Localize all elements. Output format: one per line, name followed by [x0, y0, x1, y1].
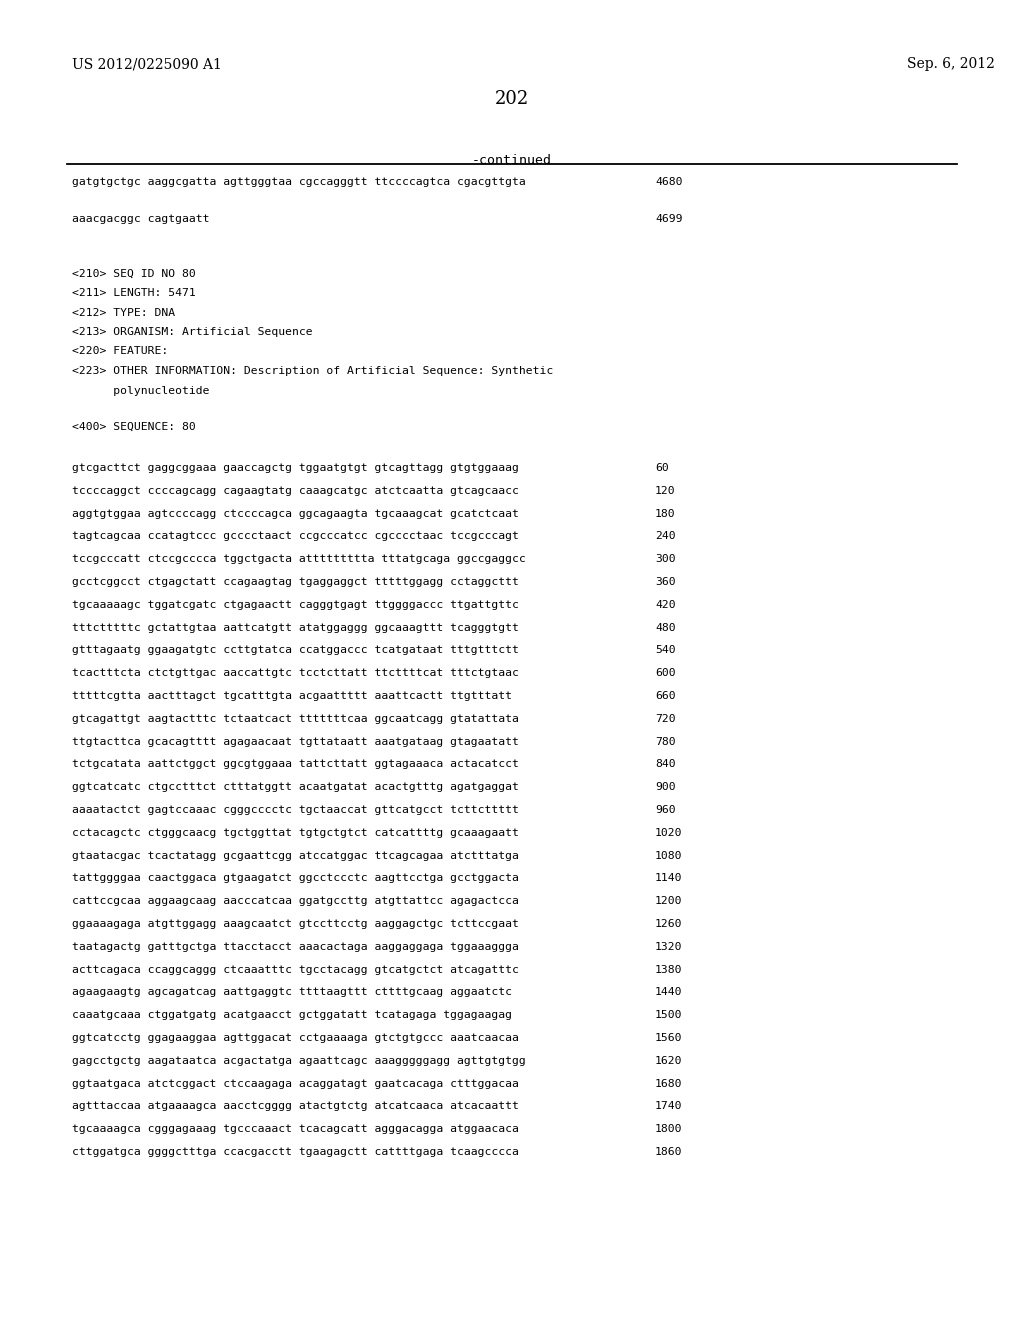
Text: 240: 240: [655, 532, 676, 541]
Text: 1620: 1620: [655, 1056, 683, 1065]
Text: taatagactg gatttgctga ttacctacct aaacactaga aaggaggaga tggaaaggga: taatagactg gatttgctga ttacctacct aaacact…: [72, 942, 519, 952]
Text: 540: 540: [655, 645, 676, 656]
Text: 720: 720: [655, 714, 676, 723]
Text: agaagaagtg agcagatcag aattgaggtc ttttaagttt cttttgcaag aggaatctc: agaagaagtg agcagatcag aattgaggtc ttttaag…: [72, 987, 512, 998]
Text: tttctttttc gctattgtaa aattcatgtt atatggaggg ggcaaagttt tcagggtgtt: tttctttttc gctattgtaa aattcatgtt atatgga…: [72, 623, 519, 632]
Text: 1740: 1740: [655, 1101, 683, 1111]
Text: polynucleotide: polynucleotide: [72, 385, 210, 396]
Text: ggtcatcatc ctgcctttct ctttatggtt acaatgatat acactgtttg agatgaggat: ggtcatcatc ctgcctttct ctttatggtt acaatga…: [72, 783, 519, 792]
Text: 202: 202: [495, 90, 529, 108]
Text: 1380: 1380: [655, 965, 683, 974]
Text: aaaatactct gagtccaaac cgggcccctc tgctaaccat gttcatgcct tcttcttttt: aaaatactct gagtccaaac cgggcccctc tgctaac…: [72, 805, 519, 814]
Text: <220> FEATURE:: <220> FEATURE:: [72, 346, 168, 356]
Text: aaacgacggc cagtgaatt: aaacgacggc cagtgaatt: [72, 214, 210, 224]
Text: 4699: 4699: [655, 214, 683, 224]
Text: <400> SEQUENCE: 80: <400> SEQUENCE: 80: [72, 421, 196, 432]
Text: gtttagaatg ggaagatgtc ccttgtatca ccatggaccc tcatgataat tttgtttctt: gtttagaatg ggaagatgtc ccttgtatca ccatgga…: [72, 645, 519, 656]
Text: 1140: 1140: [655, 874, 683, 883]
Text: 1560: 1560: [655, 1034, 683, 1043]
Text: 1320: 1320: [655, 942, 683, 952]
Text: cattccgcaa aggaagcaag aacccatcaa ggatgccttg atgttattcc agagactcca: cattccgcaa aggaagcaag aacccatcaa ggatgcc…: [72, 896, 519, 907]
Text: Sep. 6, 2012: Sep. 6, 2012: [907, 57, 995, 71]
Text: 1800: 1800: [655, 1125, 683, 1134]
Text: acttcagaca ccaggcaggg ctcaaatttc tgcctacagg gtcatgctct atcagatttc: acttcagaca ccaggcaggg ctcaaatttc tgcctac…: [72, 965, 519, 974]
Text: 360: 360: [655, 577, 676, 587]
Text: tccccaggct ccccagcagg cagaagtatg caaagcatgc atctcaatta gtcagcaacc: tccccaggct ccccagcagg cagaagtatg caaagca…: [72, 486, 519, 496]
Text: tccgcccatt ctccgcccca tggctgacta attttttttta tttatgcaga ggccgaggcc: tccgcccatt ctccgcccca tggctgacta atttttt…: [72, 554, 525, 564]
Text: -continued: -continued: [472, 154, 552, 168]
Text: <211> LENGTH: 5471: <211> LENGTH: 5471: [72, 288, 196, 298]
Text: ggtaatgaca atctcggact ctccaagaga acaggatagt gaatcacaga ctttggacaa: ggtaatgaca atctcggact ctccaagaga acaggat…: [72, 1078, 519, 1089]
Text: gcctcggcct ctgagctatt ccagaagtag tgaggaggct tttttggagg cctaggcttt: gcctcggcct ctgagctatt ccagaagtag tgaggag…: [72, 577, 519, 587]
Text: 420: 420: [655, 599, 676, 610]
Text: tctgcatata aattctggct ggcgtggaaa tattcttatt ggtagaaaca actacatcct: tctgcatata aattctggct ggcgtggaaa tattctt…: [72, 759, 519, 770]
Text: <210> SEQ ID NO 80: <210> SEQ ID NO 80: [72, 268, 196, 279]
Text: tattggggaa caactggaca gtgaagatct ggcctccctc aagttcctga gcctggacta: tattggggaa caactggaca gtgaagatct ggcctcc…: [72, 874, 519, 883]
Text: <212> TYPE: DNA: <212> TYPE: DNA: [72, 308, 175, 318]
Text: 1860: 1860: [655, 1147, 683, 1158]
Text: 780: 780: [655, 737, 676, 747]
Text: aggtgtggaa agtccccagg ctccccagca ggcagaagta tgcaaagcat gcatctcaat: aggtgtggaa agtccccagg ctccccagca ggcagaa…: [72, 508, 519, 519]
Text: 960: 960: [655, 805, 676, 814]
Text: tttttcgtta aactttagct tgcatttgta acgaattttt aaattcactt ttgtttatt: tttttcgtta aactttagct tgcatttgta acgaatt…: [72, 692, 512, 701]
Text: caaatgcaaa ctggatgatg acatgaacct gctggatatt tcatagaga tggagaagag: caaatgcaaa ctggatgatg acatgaacct gctggat…: [72, 1010, 512, 1020]
Text: agtttaccaa atgaaaagca aacctcgggg atactgtctg atcatcaaca atcacaattt: agtttaccaa atgaaaagca aacctcgggg atactgt…: [72, 1101, 519, 1111]
Text: gtcgacttct gaggcggaaa gaaccagctg tggaatgtgt gtcagttagg gtgtggaaag: gtcgacttct gaggcggaaa gaaccagctg tggaatg…: [72, 463, 519, 473]
Text: 1020: 1020: [655, 828, 683, 838]
Text: <223> OTHER INFORMATION: Description of Artificial Sequence: Synthetic: <223> OTHER INFORMATION: Description of …: [72, 366, 553, 376]
Text: tgcaaaagca cgggagaaag tgcccaaact tcacagcatt agggacagga atggaacaca: tgcaaaagca cgggagaaag tgcccaaact tcacagc…: [72, 1125, 519, 1134]
Text: ggtcatcctg ggagaaggaa agttggacat cctgaaaaga gtctgtgccc aaatcaacaa: ggtcatcctg ggagaaggaa agttggacat cctgaaa…: [72, 1034, 519, 1043]
Text: 180: 180: [655, 508, 676, 519]
Text: ggaaaagaga atgttggagg aaagcaatct gtccttcctg aaggagctgc tcttccgaat: ggaaaagaga atgttggagg aaagcaatct gtccttc…: [72, 919, 519, 929]
Text: 60: 60: [655, 463, 669, 473]
Text: 480: 480: [655, 623, 676, 632]
Text: cctacagctc ctgggcaacg tgctggttat tgtgctgtct catcattttg gcaaagaatt: cctacagctc ctgggcaacg tgctggttat tgtgctg…: [72, 828, 519, 838]
Text: cttggatgca ggggctttga ccacgacctt tgaagagctt cattttgaga tcaagcccca: cttggatgca ggggctttga ccacgacctt tgaagag…: [72, 1147, 519, 1158]
Text: tcactttcta ctctgttgac aaccattgtc tcctcttatt ttcttttcat tttctgtaac: tcactttcta ctctgttgac aaccattgtc tcctctt…: [72, 668, 519, 678]
Text: 4680: 4680: [655, 177, 683, 187]
Text: 1680: 1680: [655, 1078, 683, 1089]
Text: tagtcagcaa ccatagtccc gcccctaact ccgcccatcc cgcccctaac tccgcccagt: tagtcagcaa ccatagtccc gcccctaact ccgccca…: [72, 532, 519, 541]
Text: 660: 660: [655, 692, 676, 701]
Text: 1260: 1260: [655, 919, 683, 929]
Text: gtaatacgac tcactatagg gcgaattcgg atccatggac ttcagcagaa atctttatga: gtaatacgac tcactatagg gcgaattcgg atccatg…: [72, 850, 519, 861]
Text: 1440: 1440: [655, 987, 683, 998]
Text: gtcagattgt aagtactttc tctaatcact tttttttcaa ggcaatcagg gtatattata: gtcagattgt aagtactttc tctaatcact ttttttt…: [72, 714, 519, 723]
Text: US 2012/0225090 A1: US 2012/0225090 A1: [72, 57, 222, 71]
Text: 900: 900: [655, 783, 676, 792]
Text: 1200: 1200: [655, 896, 683, 907]
Text: gagcctgctg aagataatca acgactatga agaattcagc aaagggggagg agttgtgtgg: gagcctgctg aagataatca acgactatga agaattc…: [72, 1056, 525, 1065]
Text: 840: 840: [655, 759, 676, 770]
Text: <213> ORGANISM: Artificial Sequence: <213> ORGANISM: Artificial Sequence: [72, 327, 312, 337]
Text: ttgtacttca gcacagtttt agagaacaat tgttataatt aaatgataag gtagaatatt: ttgtacttca gcacagtttt agagaacaat tgttata…: [72, 737, 519, 747]
Text: gatgtgctgc aaggcgatta agttgggtaa cgccagggtt ttccccagtca cgacgttgta: gatgtgctgc aaggcgatta agttgggtaa cgccagg…: [72, 177, 525, 187]
Text: 120: 120: [655, 486, 676, 496]
Text: 1500: 1500: [655, 1010, 683, 1020]
Text: 300: 300: [655, 554, 676, 564]
Text: 1080: 1080: [655, 850, 683, 861]
Text: 600: 600: [655, 668, 676, 678]
Text: tgcaaaaagc tggatcgatc ctgagaactt cagggtgagt ttggggaccc ttgattgttc: tgcaaaaagc tggatcgatc ctgagaactt cagggtg…: [72, 599, 519, 610]
